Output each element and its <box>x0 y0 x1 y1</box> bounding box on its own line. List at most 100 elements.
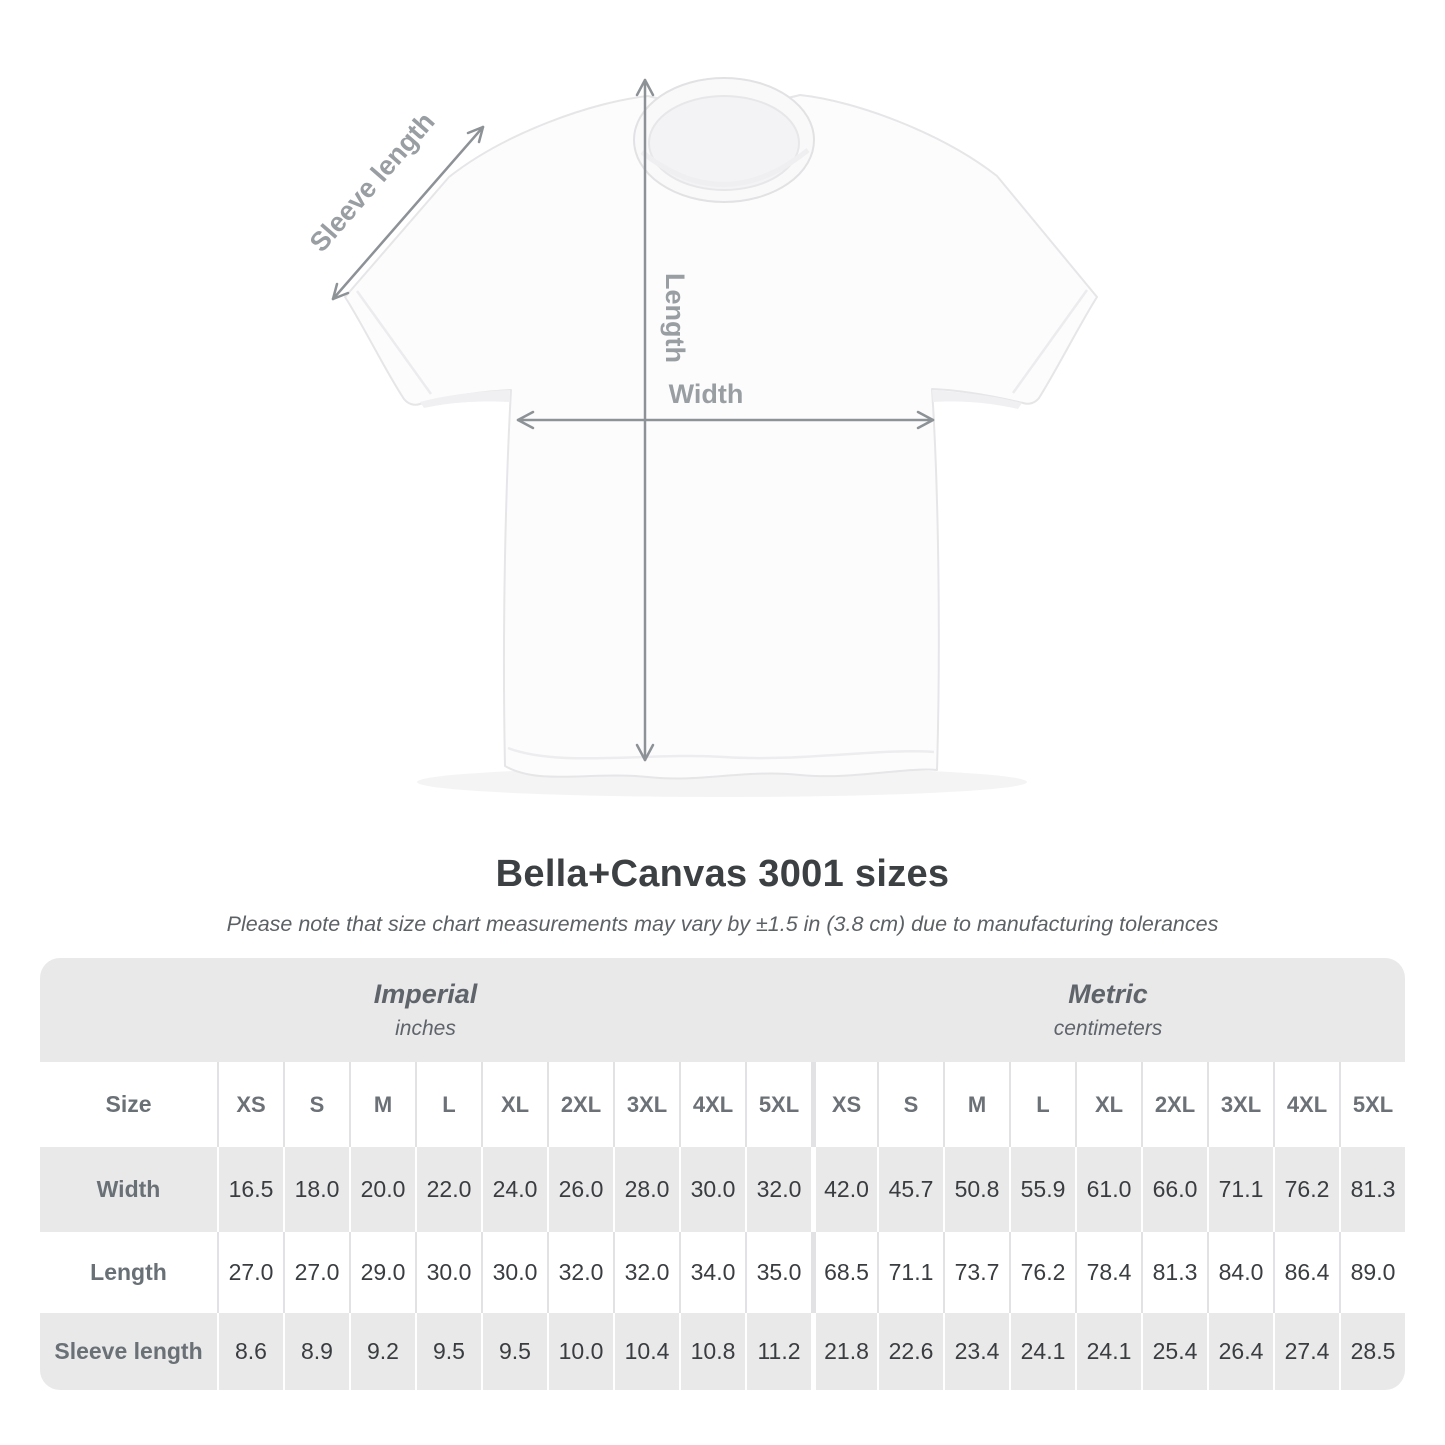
width-metric-value: 61.0 <box>1075 1147 1141 1232</box>
length-label: Length <box>660 273 690 363</box>
sleeve-metric-value: 28.5 <box>1339 1313 1405 1390</box>
size-label-metric: XL <box>1075 1062 1141 1147</box>
page-title: Bella+Canvas 3001 sizes <box>495 853 950 895</box>
width-label: Width <box>669 379 744 409</box>
size-label-metric: 5XL <box>1339 1062 1405 1147</box>
sleeve-metric-value: 21.8 <box>811 1313 877 1390</box>
imperial-title: Imperial <box>373 979 478 1009</box>
size-label-imperial: XL <box>481 1062 547 1147</box>
length-metric-value: 71.1 <box>877 1232 943 1313</box>
right-cuff-seam <box>1011 289 1089 394</box>
size-table: Imperial inches Metric centimeters Size … <box>40 958 1405 1390</box>
tshirt-diagram-svg: Sleeve length Length Width <box>304 77 1098 797</box>
size-label-metric: M <box>943 1062 1009 1147</box>
sleeve-metric-value: 27.4 <box>1273 1313 1339 1390</box>
size-label-imperial: 4XL <box>679 1062 745 1147</box>
shirt-body <box>344 94 1098 780</box>
length-metric-value: 81.3 <box>1141 1232 1207 1313</box>
width-metric-value: 76.2 <box>1273 1147 1339 1232</box>
size-label-imperial: 2XL <box>547 1062 613 1147</box>
sleeve-imperial-value: 9.5 <box>481 1313 547 1390</box>
length-row: Length 27.0 27.0 29.0 30.0 30.0 32.0 32.… <box>40 1232 1405 1313</box>
width-imperial-value: 20.0 <box>349 1147 415 1232</box>
width-metric-value: 55.9 <box>1009 1147 1075 1232</box>
length-imperial-value: 27.0 <box>217 1232 283 1313</box>
right-underarm-shadow <box>932 390 1022 409</box>
size-label-metric: 4XL <box>1273 1062 1339 1147</box>
size-label-metric: XS <box>811 1062 877 1147</box>
length-imperial-value: 27.0 <box>283 1232 349 1313</box>
width-row: Width 16.5 18.0 20.0 22.0 24.0 26.0 28.0… <box>40 1147 1405 1232</box>
width-imperial-value: 30.0 <box>679 1147 745 1232</box>
length-metric-value: 84.0 <box>1207 1232 1273 1313</box>
width-imperial-value: 18.0 <box>283 1147 349 1232</box>
hem-seam <box>507 746 935 760</box>
length-metric-value: 76.2 <box>1009 1232 1075 1313</box>
length-imperial-value: 30.0 <box>481 1232 547 1313</box>
length-imperial-value: 34.0 <box>679 1232 745 1313</box>
width-imperial-value: 16.5 <box>217 1147 283 1232</box>
sleeve-length-row: Sleeve length 8.6 8.9 9.2 9.5 9.5 10.0 1… <box>40 1313 1405 1390</box>
sleeve-imperial-value: 8.6 <box>217 1313 283 1390</box>
row-label: Length <box>90 1259 167 1285</box>
sleeve-metric-value: 26.4 <box>1207 1313 1273 1390</box>
sleeve-imperial-value: 11.2 <box>745 1313 811 1390</box>
sleeve-metric-value: 25.4 <box>1141 1313 1207 1390</box>
length-metric-value: 73.7 <box>943 1232 1009 1313</box>
sleeve-metric-value: 23.4 <box>943 1313 1009 1390</box>
tolerance-note: Please note that size chart measurements… <box>226 912 1219 936</box>
row-label: Sleeve length <box>54 1338 203 1364</box>
size-label-imperial: XS <box>217 1062 283 1147</box>
width-metric-value: 45.7 <box>877 1147 943 1232</box>
size-label-imperial: 5XL <box>745 1062 811 1147</box>
length-metric-value: 78.4 <box>1075 1232 1141 1313</box>
length-imperial-value: 30.0 <box>415 1232 481 1313</box>
sleeve-imperial-value: 9.5 <box>415 1313 481 1390</box>
sleeve-imperial-value: 8.9 <box>283 1313 349 1390</box>
size-label-metric: L <box>1009 1062 1075 1147</box>
width-metric-value: 50.8 <box>943 1147 1009 1232</box>
length-imperial-value: 32.0 <box>547 1232 613 1313</box>
sleeve-length-arrow <box>331 125 485 301</box>
size-header-row: Size XS S M L XL 2XL 3XL 4XL 5XL XS S M … <box>40 1062 1405 1147</box>
sleeve-metric-value: 24.1 <box>1075 1313 1141 1390</box>
size-label-metric: 2XL <box>1141 1062 1207 1147</box>
row-label: Width <box>96 1176 161 1202</box>
width-metric-value: 81.3 <box>1339 1147 1405 1232</box>
size-label-imperial: S <box>283 1062 349 1147</box>
sleeve-metric-value: 22.6 <box>877 1313 943 1390</box>
width-metric-value: 71.1 <box>1207 1147 1273 1232</box>
length-imperial-value: 29.0 <box>349 1232 415 1313</box>
width-imperial-value: 32.0 <box>745 1147 811 1232</box>
imperial-header: Imperial inches <box>40 958 811 1062</box>
width-arrow <box>516 410 935 430</box>
metric-unit: centimeters <box>1053 1017 1163 1040</box>
imperial-unit: inches <box>395 1017 456 1040</box>
length-metric-value: 68.5 <box>811 1232 877 1313</box>
sleeve-imperial-value: 9.2 <box>349 1313 415 1390</box>
left-underarm-shadow <box>420 390 510 408</box>
sleeve-metric-value: 24.1 <box>1009 1313 1075 1390</box>
width-metric-value: 42.0 <box>811 1147 877 1232</box>
length-metric-value: 86.4 <box>1273 1232 1339 1313</box>
width-metric-value: 66.0 <box>1141 1147 1207 1232</box>
left-cuff-seam <box>355 290 433 395</box>
size-column-header: Size <box>105 1091 152 1117</box>
unit-header-row: Imperial inches Metric centimeters <box>40 958 1405 1062</box>
collar-shadow <box>640 148 810 187</box>
sleeve-imperial-value: 10.4 <box>613 1313 679 1390</box>
length-metric-value: 89.0 <box>1339 1232 1405 1313</box>
length-imperial-value: 35.0 <box>745 1232 811 1313</box>
metric-title: Metric <box>1068 979 1148 1009</box>
width-imperial-value: 24.0 <box>481 1147 547 1232</box>
metric-header: Metric centimeters <box>811 958 1405 1062</box>
sleeve-imperial-value: 10.0 <box>547 1313 613 1390</box>
width-imperial-value: 26.0 <box>547 1147 613 1232</box>
width-imperial-value: 28.0 <box>613 1147 679 1232</box>
size-label-imperial: 3XL <box>613 1062 679 1147</box>
size-label-imperial: L <box>415 1062 481 1147</box>
length-imperial-value: 32.0 <box>613 1232 679 1313</box>
sleeve-imperial-value: 10.8 <box>679 1313 745 1390</box>
size-label-imperial: M <box>349 1062 415 1147</box>
